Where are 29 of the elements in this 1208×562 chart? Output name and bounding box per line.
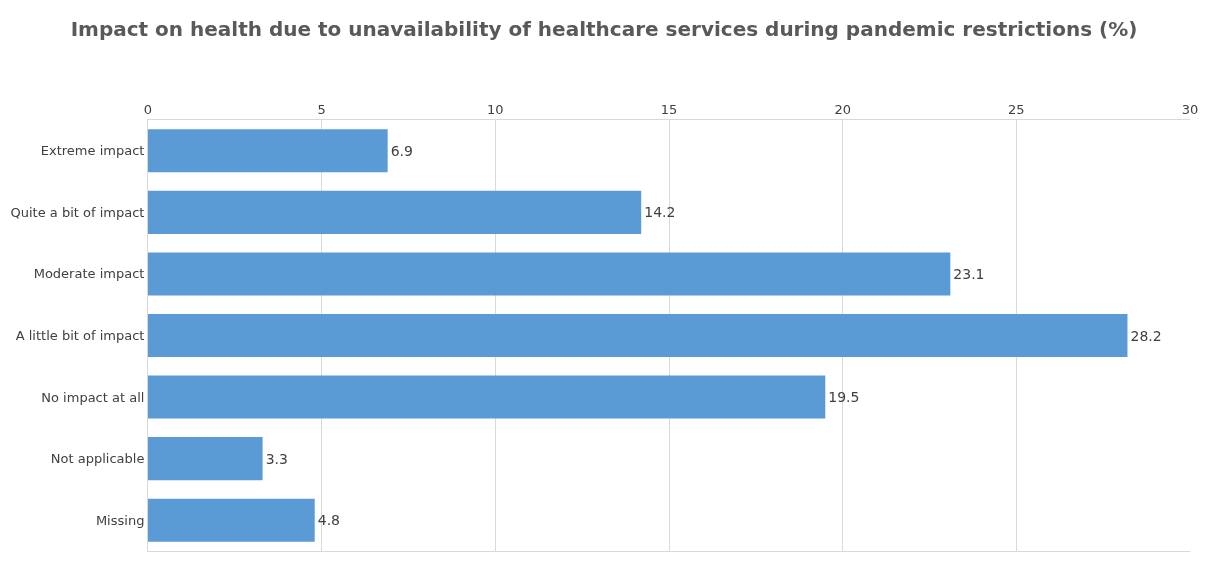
data-label: 14.2 xyxy=(644,204,676,221)
x-tick-label: 20 xyxy=(834,101,851,117)
y-tick-label: Missing xyxy=(95,512,145,528)
y-tick-label: Not applicable xyxy=(50,451,145,467)
x-tick-label: 5 xyxy=(317,101,326,117)
y-tick-label: Extreme impact xyxy=(40,143,145,159)
bar xyxy=(148,375,826,419)
data-label: 4.8 xyxy=(317,512,340,529)
bar xyxy=(148,190,642,234)
x-tick-label: 25 xyxy=(1008,101,1025,117)
data-label: 6.9 xyxy=(390,142,413,159)
x-tick-label: 0 xyxy=(143,101,153,117)
bar xyxy=(148,313,1128,358)
data-label: 28.2 xyxy=(1130,327,1162,344)
bar xyxy=(148,498,315,542)
data-label: 3.3 xyxy=(265,450,288,467)
bar xyxy=(148,129,388,173)
y-tick-label: A little bit of impact xyxy=(15,328,145,344)
x-tick-label: 30 xyxy=(1181,101,1199,117)
bar xyxy=(148,437,263,481)
data-label: 23.1 xyxy=(953,265,985,282)
y-tick-label: No impact at all xyxy=(41,389,145,405)
x-tick-label: 10 xyxy=(487,101,504,117)
bar xyxy=(148,252,951,296)
data-label: 19.5 xyxy=(828,389,860,406)
x-tick-label: 15 xyxy=(660,101,678,117)
chart-title: Impact on health due to unavailability of healthcare services during pandemic restrictions (%) xyxy=(70,17,1138,42)
y-tick-label: Moderate impact xyxy=(33,266,145,282)
y-tick-label: Quite a bit of impact xyxy=(10,204,145,220)
